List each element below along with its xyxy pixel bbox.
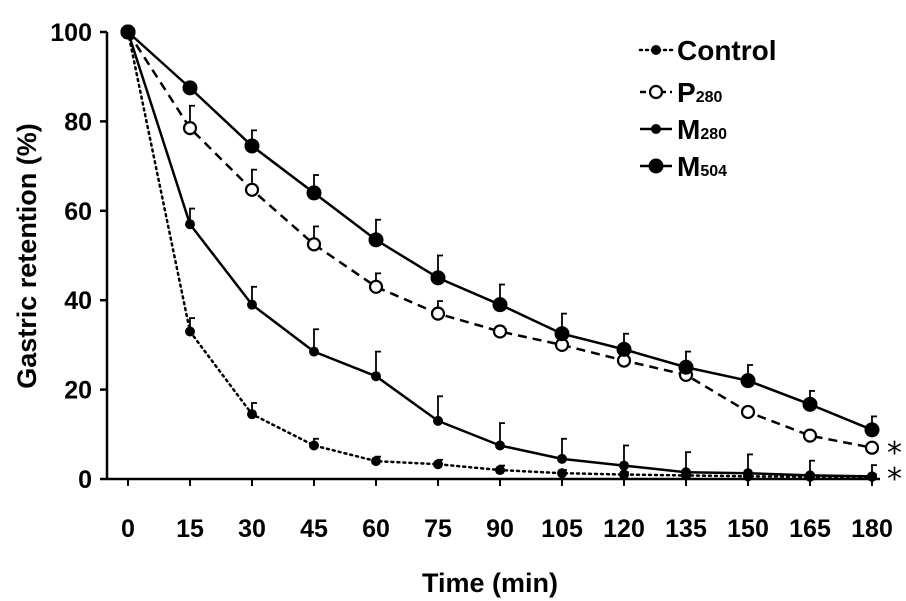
y-tick-label: 0 [78, 466, 92, 494]
x-tick-label: 45 [300, 515, 328, 543]
x-axis-title: Time (min) [422, 568, 558, 598]
legend: Control P280 M280 M504 [638, 35, 777, 182]
series-line-m280 [126, 31, 873, 478]
data-point-control [619, 469, 629, 480]
data-point-p280 [182, 121, 198, 136]
data-point-m280 [867, 471, 877, 482]
x-tick-label: 165 [789, 515, 831, 543]
data-point-p280 [306, 237, 322, 252]
x-axis-ticks: 0 15 30 45 60 75 90 105 120 135 150 165 180 [121, 479, 893, 543]
data-point-m504 [368, 232, 384, 248]
series-lines [126, 30, 874, 479]
data-point-p280 [492, 324, 508, 339]
data-point-m280 [743, 468, 753, 479]
data-point-m504 [182, 80, 198, 96]
data-point-m504 [244, 138, 260, 154]
data-point-m504 [864, 422, 880, 438]
data-point-p280 [864, 440, 880, 455]
data-point-p280 [802, 428, 818, 443]
legend-label-m280: M280 [677, 114, 727, 145]
data-point-p280 [740, 404, 756, 420]
data-point-m280 [247, 299, 257, 310]
data-point-m504 [616, 341, 632, 357]
data-point-control [247, 409, 257, 420]
x-tick-label: 60 [362, 515, 390, 543]
data-point-p280 [244, 182, 260, 197]
data-point-m504 [554, 326, 570, 342]
data-point-m280 [371, 371, 381, 382]
series-line-m504 [127, 31, 873, 431]
data-point-m280 [185, 219, 195, 230]
data-point-m504 [678, 359, 694, 375]
data-point-m504 [306, 185, 322, 201]
y-tick-label: 20 [64, 377, 92, 405]
data-point-m280 [309, 346, 319, 357]
data-point-m504 [120, 24, 136, 40]
y-tick-label: 100 [50, 19, 92, 47]
x-tick-label: 150 [727, 515, 769, 543]
data-point-m280 [681, 467, 691, 478]
data-point-p280 [368, 279, 384, 294]
x-tick-label: 0 [121, 515, 135, 543]
y-tick-label: 60 [64, 198, 92, 226]
legend-marker-m504 [648, 158, 664, 174]
y-tick-label: 80 [64, 108, 92, 136]
x-tick-label: 30 [238, 515, 266, 543]
data-point-control [309, 440, 319, 451]
legend-marker-m280 [651, 124, 661, 134]
data-point-m504 [740, 373, 756, 389]
data-point-m280 [619, 460, 629, 471]
data-point-control [185, 326, 195, 337]
data-point-m280 [433, 415, 443, 426]
y-axis-ticks: 0 20 40 60 80 100 [50, 19, 107, 494]
data-point-m280 [805, 470, 815, 481]
x-tick-label: 180 [851, 515, 893, 543]
data-point-control [495, 465, 505, 476]
significance-star-p280: * [887, 462, 902, 497]
data-point-m504 [492, 297, 508, 313]
data-point-m280 [495, 440, 505, 451]
x-tick-label: 15 [176, 515, 204, 543]
legend-label-m504: M504 [677, 151, 727, 182]
significance-star-m504: * [887, 436, 902, 471]
y-axis-title: Gastric retention (%) [12, 123, 42, 389]
x-tick-label: 120 [603, 515, 645, 543]
data-point-control [433, 459, 443, 470]
data-point-control [371, 456, 381, 467]
x-tick-label: 105 [541, 515, 583, 543]
data-point-control [557, 468, 567, 479]
x-tick-label: 75 [424, 515, 452, 543]
data-point-m280 [557, 453, 567, 464]
legend-marker-control [651, 45, 661, 55]
data-point-m504 [802, 396, 818, 412]
data-point-p280 [430, 306, 446, 321]
legend-marker-p280 [648, 84, 664, 100]
data-point-m504 [430, 270, 446, 286]
y-tick-label: 40 [64, 287, 92, 315]
legend-label-p280: P280 [677, 77, 722, 108]
series-points [120, 24, 880, 482]
legend-label-control: Control [677, 35, 777, 66]
x-tick-label: 90 [486, 515, 514, 543]
x-tick-label: 135 [665, 515, 707, 543]
series-line-control [126, 30, 874, 479]
